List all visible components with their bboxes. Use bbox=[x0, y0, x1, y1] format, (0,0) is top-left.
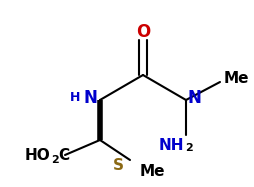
Text: 2: 2 bbox=[51, 155, 58, 165]
Text: N: N bbox=[84, 89, 98, 107]
Text: NH: NH bbox=[158, 138, 183, 153]
Text: N: N bbox=[187, 89, 201, 107]
Text: 2: 2 bbox=[184, 143, 192, 153]
Text: H: H bbox=[69, 91, 80, 103]
Text: C: C bbox=[58, 148, 69, 163]
Text: Me: Me bbox=[139, 164, 165, 179]
Text: HO: HO bbox=[25, 148, 51, 163]
Text: S: S bbox=[112, 158, 123, 173]
Text: O: O bbox=[135, 23, 150, 41]
Text: Me: Me bbox=[223, 70, 248, 85]
